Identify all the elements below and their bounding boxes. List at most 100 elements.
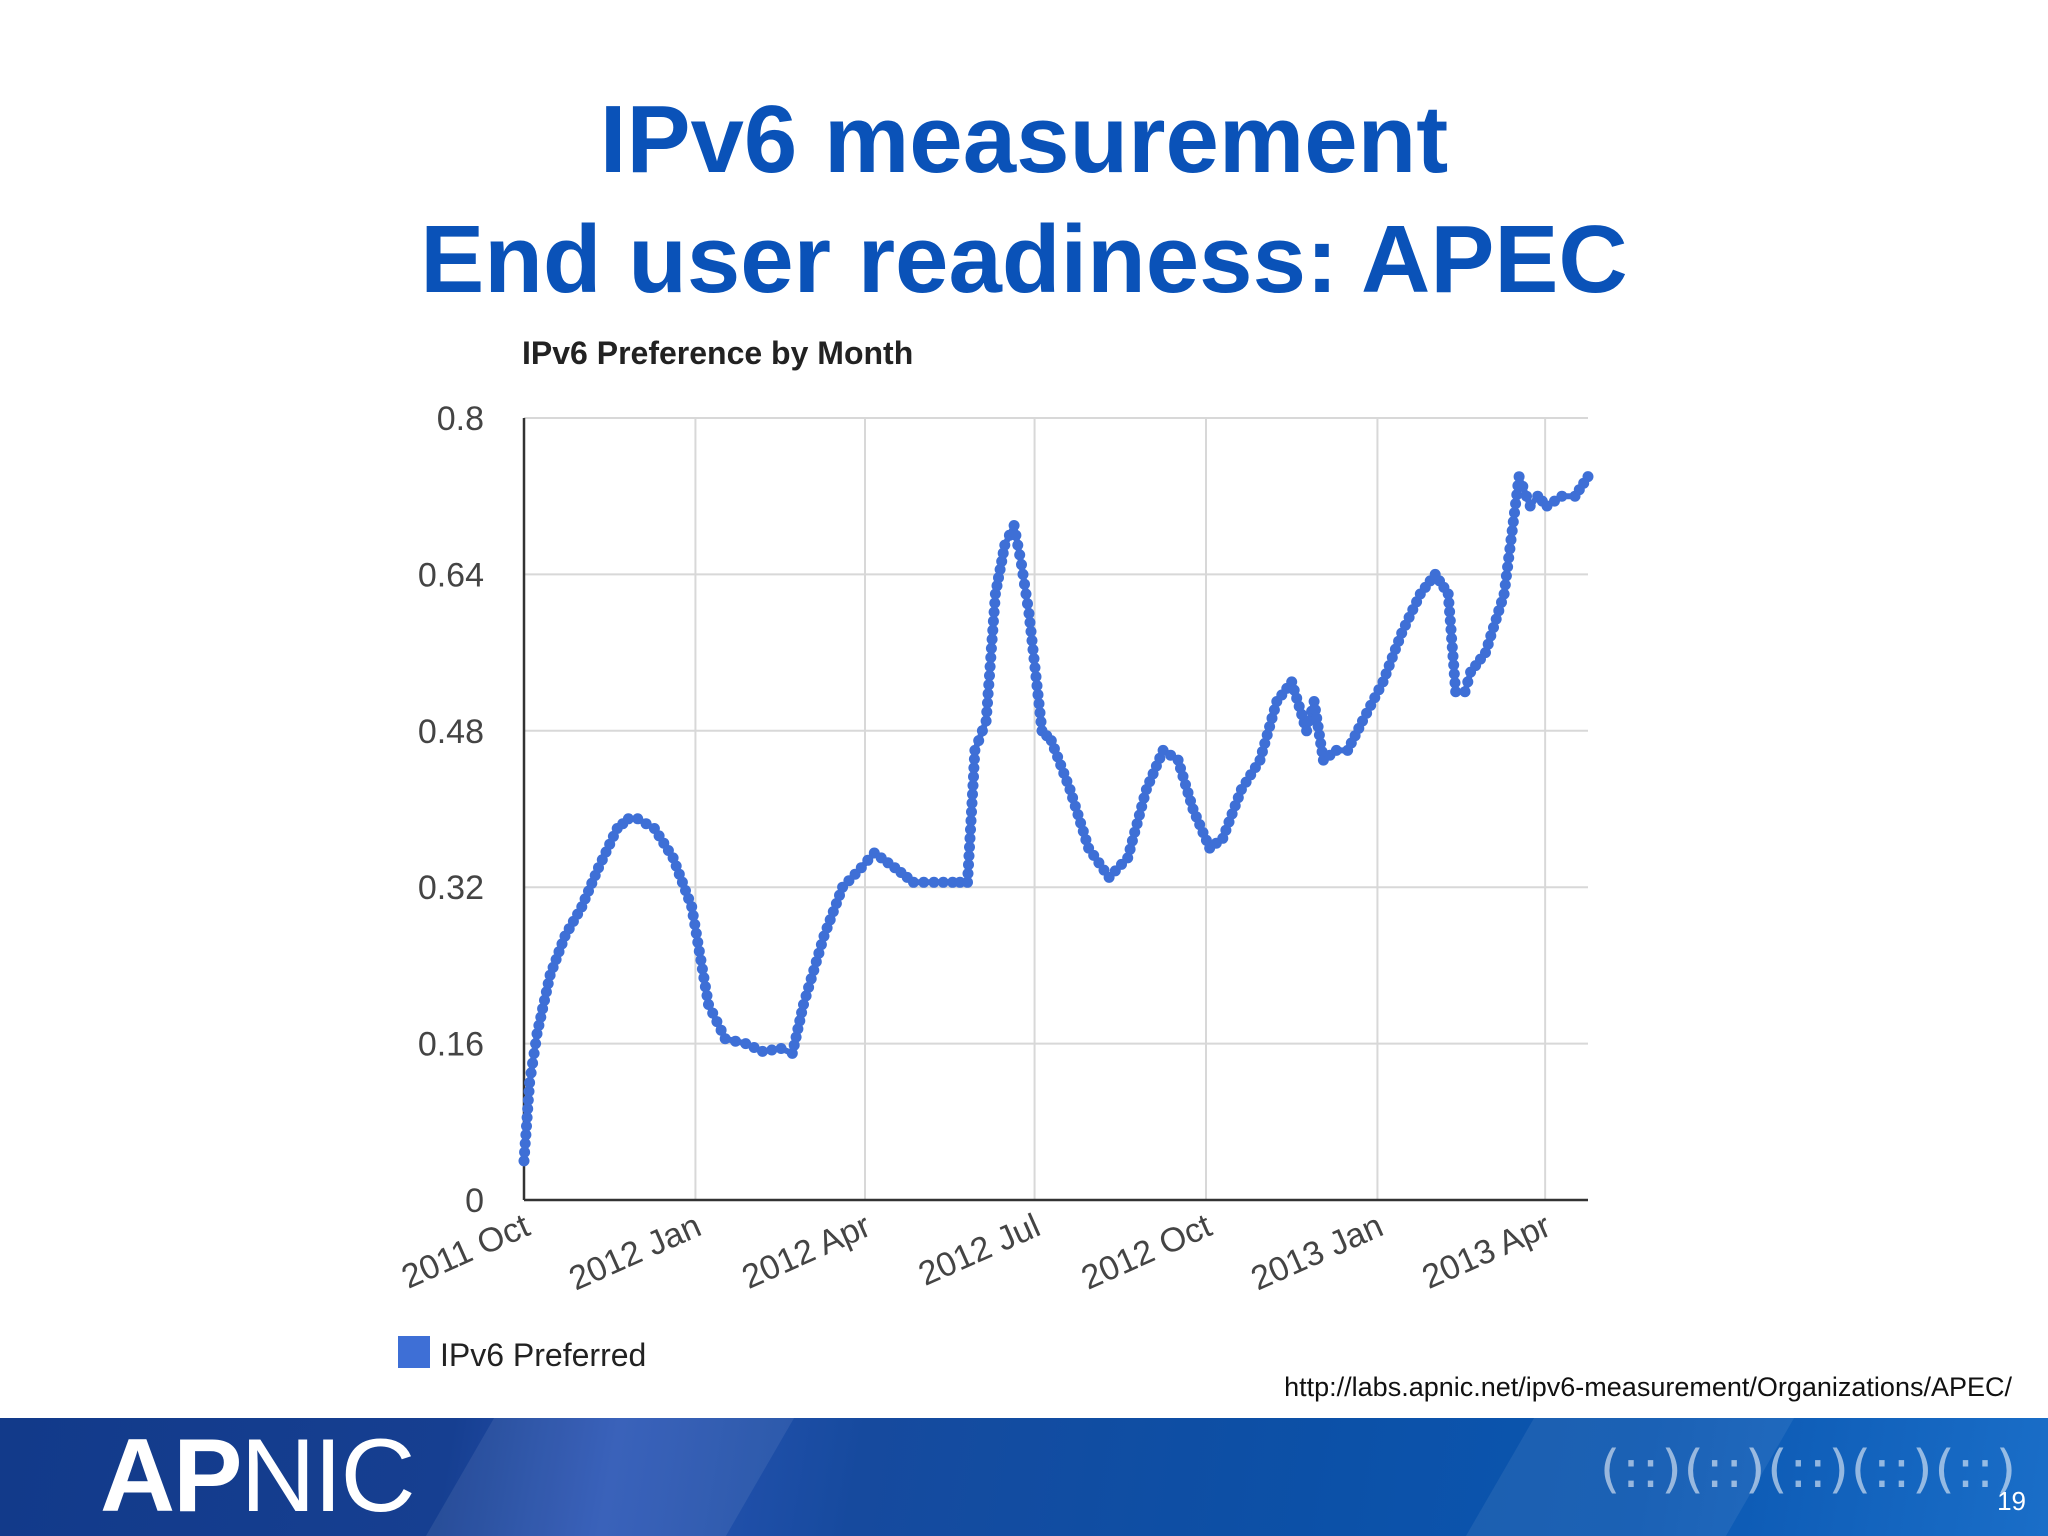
data-point — [989, 597, 1001, 609]
data-point — [967, 780, 979, 791]
data-point — [968, 762, 980, 774]
data-point — [1010, 529, 1022, 541]
data-point — [1505, 534, 1517, 546]
data-point — [524, 1077, 536, 1089]
data-point — [1447, 650, 1459, 662]
data-point — [1503, 552, 1515, 564]
data-point — [1446, 641, 1458, 653]
data-point — [1510, 498, 1522, 510]
data-point — [1498, 588, 1510, 600]
data-point — [800, 990, 812, 1002]
data-point — [540, 986, 552, 998]
data-point — [1301, 725, 1313, 737]
data-point — [1443, 597, 1455, 609]
legend-swatch — [398, 1336, 430, 1368]
data-point — [519, 1138, 531, 1149]
data-point — [1442, 588, 1454, 600]
data-point — [810, 956, 822, 968]
data-point — [815, 939, 827, 951]
data-point — [1126, 835, 1138, 847]
data-point — [1122, 852, 1134, 864]
data-point — [1582, 471, 1594, 483]
data-point — [1075, 817, 1087, 829]
data-point — [1023, 608, 1035, 619]
data-point — [535, 1011, 547, 1023]
data-point — [1017, 568, 1029, 580]
data-point — [1311, 712, 1323, 724]
data-point — [966, 797, 978, 809]
ipv6-preference-chart: IPv6 Preference by Month 0 0.16 0.32 0.48 0.… — [396, 335, 1594, 1373]
data-point — [976, 725, 988, 737]
data-point — [695, 954, 707, 966]
data-point — [1136, 801, 1148, 813]
data-point — [1022, 598, 1033, 610]
data-point — [719, 1033, 731, 1045]
data-point — [1069, 800, 1081, 812]
data-point — [794, 1015, 806, 1027]
data-point — [808, 964, 820, 976]
data-point — [1080, 834, 1092, 846]
data-point — [1556, 490, 1568, 502]
data-point — [1496, 596, 1507, 608]
y-axis-ticks: 0 0.16 0.32 0.48 0.64 0.8 — [418, 400, 484, 1220]
data-point — [1312, 721, 1324, 733]
data-point — [984, 670, 995, 682]
data-point — [530, 1038, 542, 1050]
slide-title-line2: End user readiness: APEC — [420, 206, 1628, 313]
data-point — [707, 1007, 719, 1019]
data-point — [1025, 626, 1037, 637]
data-point — [1330, 744, 1342, 756]
data-point — [1256, 746, 1268, 758]
data-point — [1480, 647, 1491, 659]
data-point — [968, 753, 980, 765]
y-tick-label: 0.48 — [418, 713, 484, 751]
data-point — [1008, 520, 1020, 531]
data-point — [1309, 704, 1321, 716]
data-point — [1029, 662, 1041, 674]
data-point — [963, 859, 974, 871]
data-point — [964, 841, 975, 853]
data-point — [962, 868, 974, 879]
data-point — [1027, 644, 1039, 656]
chart-axes — [522, 418, 1588, 1202]
data-point — [1266, 712, 1278, 724]
data-point — [542, 978, 554, 990]
data-point — [518, 1155, 530, 1167]
data-point — [987, 624, 999, 636]
data-point — [1133, 809, 1145, 821]
data-point — [973, 735, 985, 747]
data-point — [805, 973, 817, 985]
slide-title-line1: IPv6 measurement — [599, 86, 1449, 193]
data-point — [1264, 721, 1276, 733]
data-point — [1504, 543, 1516, 555]
data-point — [786, 1047, 798, 1059]
data-point — [1490, 613, 1502, 625]
data-point — [985, 642, 997, 654]
x-tick-label: 2012 Oct — [1076, 1206, 1218, 1297]
data-point — [696, 963, 708, 975]
slide-title: IPv6 measurement End user readiness: APE… — [0, 80, 2048, 320]
chart-title: IPv6 Preference by Month — [522, 335, 913, 371]
data-point — [1448, 668, 1460, 680]
x-tick-label: 2013 Jan — [1245, 1207, 1388, 1299]
data-point — [1034, 707, 1046, 719]
data-point — [1313, 729, 1325, 741]
data-point — [766, 1044, 778, 1056]
data-point — [1444, 615, 1456, 627]
data-point — [989, 588, 1001, 600]
data-point — [988, 606, 1000, 618]
data-point — [1124, 843, 1136, 855]
data-point — [1517, 480, 1529, 492]
y-tick-label: 0.32 — [418, 869, 484, 907]
data-point — [703, 999, 714, 1010]
data-point — [1448, 659, 1460, 671]
data-point — [993, 572, 1004, 584]
data-point — [1509, 507, 1520, 519]
data-point — [748, 1042, 760, 1053]
data-point — [1268, 704, 1280, 716]
data-point — [1502, 561, 1514, 573]
data-point — [908, 876, 919, 888]
data-point — [965, 824, 976, 835]
data-point — [519, 1146, 531, 1158]
data-point — [862, 854, 874, 866]
